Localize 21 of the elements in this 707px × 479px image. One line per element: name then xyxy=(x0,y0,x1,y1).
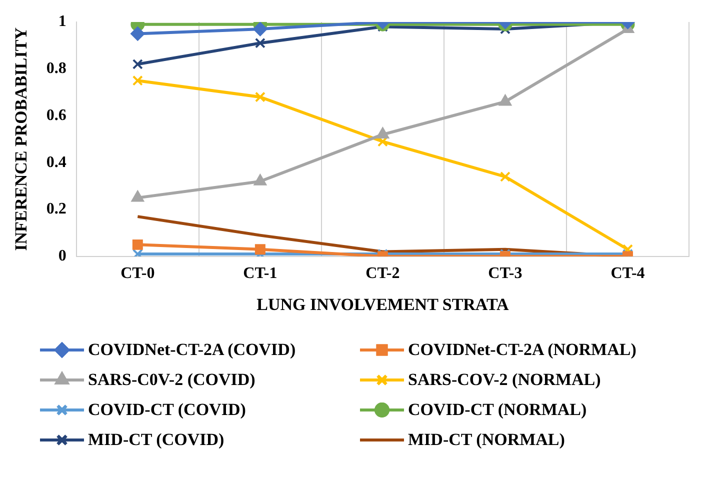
y-tick-label: 0.2 xyxy=(46,200,66,218)
x-tick-label: CT-1 xyxy=(243,265,278,282)
y-axis-title: INFERENCE PROBABILITY xyxy=(12,27,31,251)
x-tick-label: CT-4 xyxy=(610,265,645,282)
legend-label: SARS-COV-2 (NORMAL) xyxy=(408,370,601,390)
legend-label: SARS-C0V-2 (COVID) xyxy=(88,370,256,390)
x-tick-label: CT-0 xyxy=(120,265,155,282)
legend-label: COVID-CT (COVID) xyxy=(88,400,246,420)
x-axis-title: LUNG INVOLVEMENT STRATA xyxy=(256,295,510,314)
y-tick-label: 0.4 xyxy=(46,154,66,171)
x-tick-label: CT-3 xyxy=(488,265,522,282)
legend-label: MID-CT (COVID) xyxy=(88,430,224,450)
legend-label: COVIDNet-CT-2A (COVID) xyxy=(88,340,296,360)
y-tick-label: 0.6 xyxy=(46,106,66,124)
legend-label: COVIDNet-CT-2A (NORMAL) xyxy=(408,340,636,360)
legend-label: MID-CT (NORMAL) xyxy=(408,430,565,450)
y-tick-label: 0.8 xyxy=(46,60,66,78)
y-tick-label: 0 xyxy=(58,248,66,265)
x-tick-label: CT-2 xyxy=(366,265,400,282)
y-tick-label: 1 xyxy=(58,13,66,30)
legend-label: COVID-CT (NORMAL) xyxy=(408,400,587,420)
